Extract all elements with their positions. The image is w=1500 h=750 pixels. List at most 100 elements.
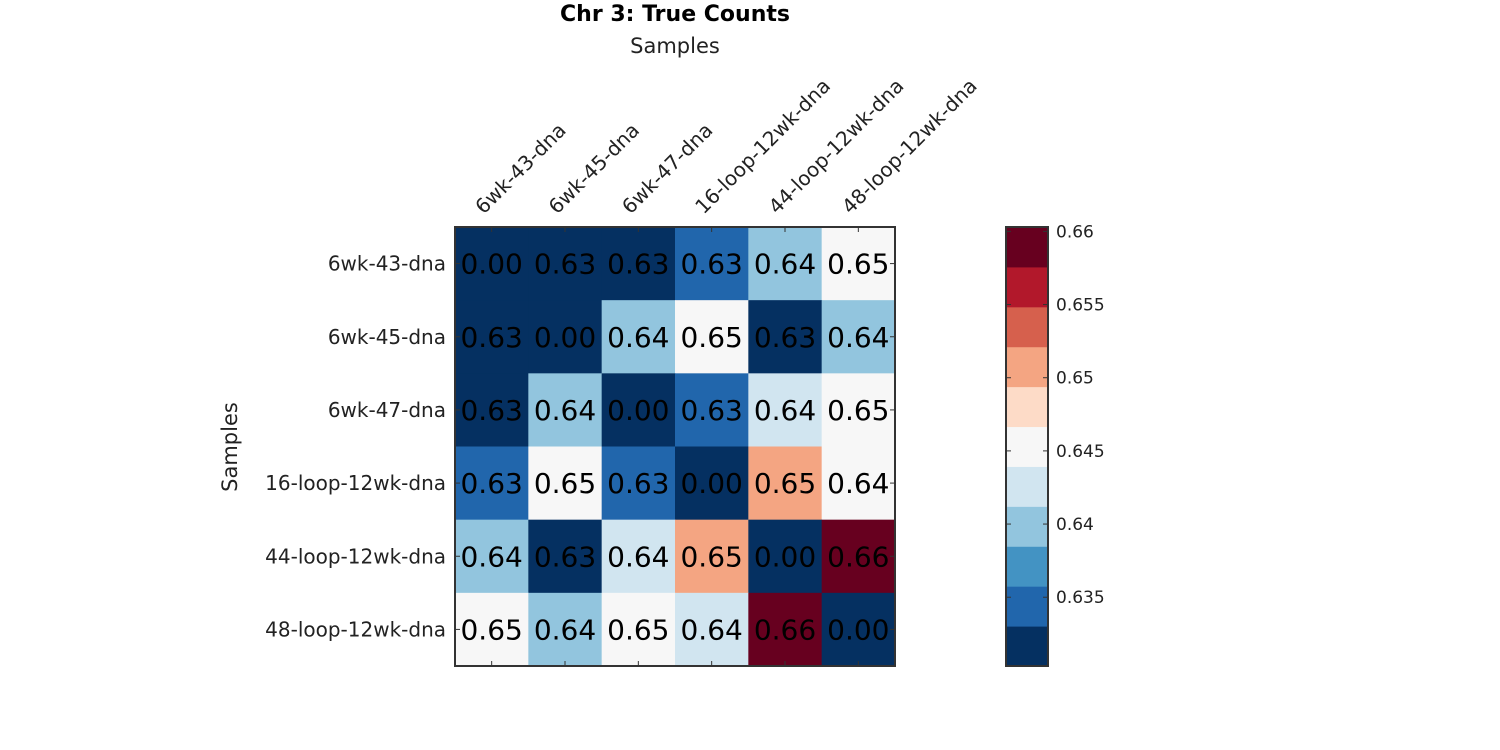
colorbar-segment (1006, 466, 1048, 507)
cell-value-label: 0.64 (680, 613, 742, 646)
chart-title: Chr 3: True Counts (560, 2, 790, 27)
y-tick-label: 6wk-47-dna (328, 398, 446, 422)
heatmap-cell (455, 519, 529, 594)
x-tick-label: 16-loop-12wk-dna (690, 74, 835, 219)
cell-value-label: 0.00 (754, 540, 816, 573)
cell-value-label: 0.64 (827, 321, 889, 354)
heatmap-cell (601, 592, 676, 667)
y-tick-label: 44-loop-12wk-dna (265, 544, 446, 568)
heatmap-cell-labels: 0.00 0.63 0.63 0.63 0.64 0.65 0.63 0.00 0.64 0.65… (460, 248, 889, 647)
cell-value-label: 0.66 (754, 613, 816, 646)
cell-value-label: 0.00 (680, 467, 742, 500)
cell-value-label: 0.00 (827, 613, 889, 646)
heatmap-cell (455, 373, 529, 447)
heatmap-cell (528, 227, 603, 301)
cell-value-label: 0.65 (460, 613, 522, 646)
heatmap-cell (455, 592, 529, 667)
cell-value-label: 0.64 (754, 248, 816, 281)
x-tick-labels: 6wk-43-dna6wk-45-dna6wk-47-dna16-loop-12… (470, 74, 982, 219)
cell-value-label: 0.00 (460, 248, 522, 281)
heatmap-cell (748, 227, 823, 301)
heatmap-cell (675, 300, 749, 374)
cell-value-label: 0.64 (460, 540, 522, 573)
heatmap-cell (601, 300, 676, 374)
colorbar-segment (1006, 586, 1048, 627)
heatmap-cell (821, 373, 896, 447)
colorbar-segment (1006, 626, 1048, 667)
cell-value-label: 0.63 (460, 321, 522, 354)
x-axis-label: Samples (630, 34, 720, 58)
cell-value-label: 0.65 (680, 321, 742, 354)
cell-value-label: 0.65 (827, 394, 889, 427)
heatmap-cell (748, 592, 823, 667)
x-tick-label: 48-loop-12wk-dna (837, 74, 982, 219)
heatmap-cell (601, 446, 676, 521)
heatmap-cell (528, 519, 603, 594)
cell-value-label: 0.64 (754, 394, 816, 427)
colorbar-tick-label: 0.645 (1056, 442, 1105, 462)
colorbar-segment (1006, 346, 1048, 388)
cell-value-label: 0.63 (680, 394, 742, 427)
cell-value-label: 0.63 (460, 467, 522, 500)
heatmap-cell (748, 519, 823, 594)
cell-value-label: 0.64 (534, 394, 596, 427)
colorbar-segment (1006, 546, 1048, 587)
plot-frame (454, 226, 896, 667)
heatmap-cells (455, 227, 896, 667)
heatmap-cell (528, 592, 603, 667)
colorbar-tick-label: 0.66 (1056, 222, 1094, 242)
heatmap-cell (675, 373, 749, 447)
cell-value-label: 0.63 (460, 394, 522, 427)
cell-value-label: 0.63 (534, 540, 596, 573)
cell-value-label: 0.63 (607, 467, 669, 500)
colorbar-tick-label: 0.64 (1056, 515, 1094, 535)
cell-value-label: 0.63 (607, 248, 669, 281)
y-tick-label: 6wk-43-dna (328, 252, 446, 276)
heatmap-cell (748, 300, 823, 374)
heatmap-cell (821, 446, 896, 521)
heatmap-cell (821, 592, 896, 667)
cell-value-label: 0.63 (680, 248, 742, 281)
heatmap-cell (601, 373, 676, 447)
colorbar-segment (1006, 266, 1048, 308)
heatmap-cell (601, 519, 676, 594)
colorbar-frame (1005, 226, 1049, 667)
y-tick-label: 6wk-45-dna (328, 325, 446, 349)
cell-value-label: 0.63 (754, 321, 816, 354)
cell-value-label: 0.65 (827, 248, 889, 281)
heatmap-cell (675, 519, 749, 594)
cell-value-label: 0.65 (607, 613, 669, 646)
heatmap-cell (748, 446, 823, 521)
heatmap-cell (528, 373, 603, 447)
heatmap-cell (821, 300, 896, 374)
cell-value-label: 0.64 (607, 540, 669, 573)
cell-value-label: 0.65 (680, 540, 742, 573)
colorbar-tick-label: 0.655 (1056, 296, 1105, 316)
y-axis-label: Samples (218, 402, 242, 492)
cell-value-label: 0.65 (754, 467, 816, 500)
cell-value-label: 0.63 (534, 248, 596, 281)
cell-value-label: 0.64 (607, 321, 669, 354)
heatmap-cell (748, 373, 823, 447)
colorbar-segment (1006, 426, 1048, 467)
heatmap-cell (455, 227, 529, 301)
heatmap-cell (528, 446, 603, 521)
colorbar-segment (1006, 506, 1048, 547)
heatmap-cell (601, 227, 676, 301)
colorbar-tick-label: 0.635 (1056, 588, 1105, 608)
heatmap-cell (821, 227, 896, 301)
cell-value-label: 0.00 (534, 321, 596, 354)
heatmap-cell (528, 300, 603, 374)
x-tick-label: 44-loop-12wk-dna (764, 74, 909, 219)
heatmap-cell (675, 227, 749, 301)
cell-value-label: 0.66 (827, 540, 889, 573)
colorbar: 0.635 0.64 0.645 0.65 0.655 0.66 (1005, 222, 1105, 667)
y-tick-labels: 6wk-43-dna 6wk-45-dna 6wk-47-dna 16-loop-12… (265, 252, 446, 642)
y-tick-label: 16-loop-12wk-dna (265, 471, 446, 495)
cell-value-label: 0.64 (827, 467, 889, 500)
cell-value-label: 0.64 (534, 613, 596, 646)
colorbar-segment (1006, 386, 1048, 428)
cell-value-label: 0.00 (607, 394, 669, 427)
heatmap-cell (675, 592, 749, 667)
